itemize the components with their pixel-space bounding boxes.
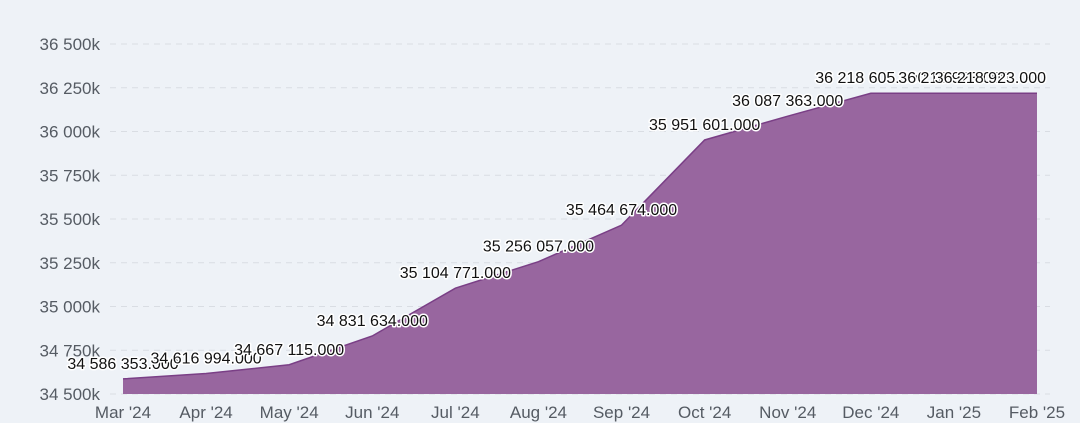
y-tick-label: 35 750k bbox=[40, 166, 101, 185]
data-label: 36 218 923.000 bbox=[898, 70, 1009, 87]
y-tick-label: 35 250k bbox=[40, 254, 101, 273]
y-tick-label: 36 500k bbox=[40, 35, 101, 54]
x-tick-label: May '24 bbox=[260, 403, 319, 422]
y-tick-label: 36 250k bbox=[40, 79, 101, 98]
data-label: 35 951 601.000 bbox=[649, 117, 760, 134]
x-tick-label: Mar '24 bbox=[95, 403, 151, 422]
x-tick-label: Nov '24 bbox=[759, 403, 816, 422]
data-label: 34 667 115.000 bbox=[234, 342, 344, 359]
x-axis-ticks: Mar '24 Apr '24 May '24 Jun '24 Jul '24 Aug '… bbox=[95, 403, 1065, 422]
data-label: 34 616 994.000 bbox=[150, 351, 261, 368]
data-label: 36 087 363.000 bbox=[732, 93, 843, 110]
data-label: 35 464 674.000 bbox=[566, 202, 677, 219]
data-label: 34 586 353.000 bbox=[67, 356, 178, 373]
y-tick-label: 36 000k bbox=[40, 123, 101, 142]
x-tick-label: Aug '24 bbox=[510, 403, 567, 422]
x-tick-label: Feb '25 bbox=[1009, 403, 1065, 422]
x-tick-label: Oct '24 bbox=[678, 403, 731, 422]
x-tick-label: Dec '24 bbox=[842, 403, 899, 422]
y-tick-label: 35 000k bbox=[40, 298, 101, 317]
x-tick-label: Apr '24 bbox=[179, 403, 232, 422]
data-label: 36 218 923.000 bbox=[935, 70, 1046, 87]
data-label: 35 104 771.000 bbox=[400, 265, 511, 282]
x-tick-label: Jan '25 bbox=[927, 403, 981, 422]
series-line bbox=[122, 92, 1037, 380]
y-tick-label: 35 500k bbox=[40, 210, 101, 229]
data-label: 35 256 057.000 bbox=[483, 239, 594, 256]
x-tick-label: Jul '24 bbox=[431, 403, 480, 422]
y-tick-label: 34 500k bbox=[40, 385, 101, 404]
data-label: 34 831 634.000 bbox=[317, 313, 428, 330]
series-area bbox=[122, 92, 1037, 394]
data-label: 36 218 605.000 bbox=[815, 70, 926, 87]
y-tick-label: 34 750k bbox=[40, 341, 101, 360]
y-axis-ticks: 34 500k 34 750k 35 000k 35 250k 35 500k 35 75… bbox=[40, 35, 101, 404]
x-tick-label: Jun '24 bbox=[345, 403, 399, 422]
x-tick-label: Sep '24 bbox=[593, 403, 650, 422]
